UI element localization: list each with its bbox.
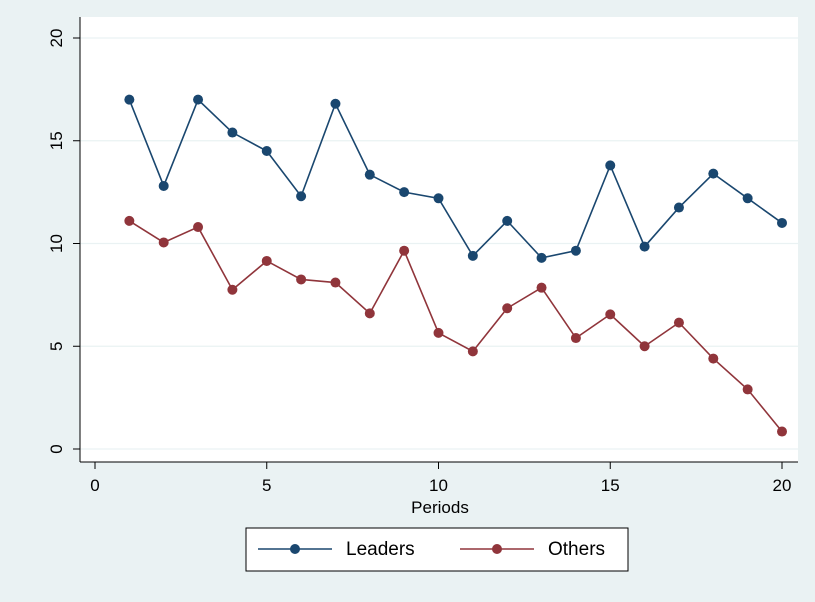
data-point (330, 277, 341, 288)
axes: 0 5 10 15 20 0 5 10 15 20 (47, 17, 798, 495)
data-point (124, 94, 135, 105)
x-axis-label: Periods (411, 498, 469, 517)
legend-swatch-marker (492, 544, 502, 554)
plot-area (80, 17, 798, 462)
grid-lines (80, 37, 798, 450)
data-point (227, 127, 238, 138)
x-tick-label: 10 (429, 476, 448, 495)
y-tick-label: 0 (47, 444, 66, 453)
data-point (296, 191, 307, 202)
data-point (570, 245, 581, 256)
data-point (433, 327, 444, 338)
data-point (742, 193, 753, 204)
x-tick-label: 5 (262, 476, 271, 495)
data-point (193, 222, 204, 233)
data-point (467, 346, 478, 357)
data-point (777, 217, 787, 228)
data-point (673, 317, 684, 328)
data-point (399, 187, 410, 198)
data-point (364, 169, 375, 180)
legend-item-others: Others (460, 539, 605, 560)
data-point (433, 193, 444, 204)
data-point (708, 353, 719, 364)
data-point (639, 341, 650, 352)
data-point (399, 245, 410, 256)
data-point (570, 333, 581, 344)
data-point (364, 308, 375, 319)
x-tick-label: 20 (773, 476, 792, 495)
series-line (128, 220, 783, 433)
series-layer (124, 94, 787, 437)
data-point (536, 282, 547, 293)
x-tick-label: 0 (90, 476, 99, 495)
data-point (158, 237, 169, 248)
data-point (158, 180, 169, 191)
series-leaders (124, 94, 787, 263)
data-point (536, 252, 547, 263)
data-point (605, 160, 616, 171)
data-point (742, 384, 753, 395)
y-tick-label: 15 (47, 131, 66, 150)
legend-swatch-marker (290, 544, 300, 554)
y-tick-label: 10 (47, 234, 66, 253)
data-point (777, 426, 787, 437)
data-point (227, 284, 238, 295)
data-point (296, 274, 307, 285)
y-tick-label: 20 (47, 29, 66, 48)
data-point (467, 250, 478, 261)
data-point (261, 255, 272, 266)
data-point (639, 241, 650, 252)
data-point (708, 168, 719, 179)
legend: Leaders Others (245, 527, 629, 572)
x-tick-label: 15 (601, 476, 620, 495)
data-point (605, 309, 616, 320)
legend-item-leaders: Leaders (258, 539, 415, 560)
data-point (330, 98, 341, 109)
series-line (128, 98, 783, 259)
legend-label: Leaders (346, 539, 415, 560)
data-point (261, 146, 272, 157)
series-others (124, 215, 787, 437)
y-tick-label: 5 (47, 342, 66, 351)
legend-label: Others (548, 539, 605, 560)
data-point (193, 94, 204, 105)
data-point (502, 303, 513, 314)
data-point (673, 202, 684, 213)
data-point (124, 215, 135, 226)
data-point (502, 215, 513, 226)
